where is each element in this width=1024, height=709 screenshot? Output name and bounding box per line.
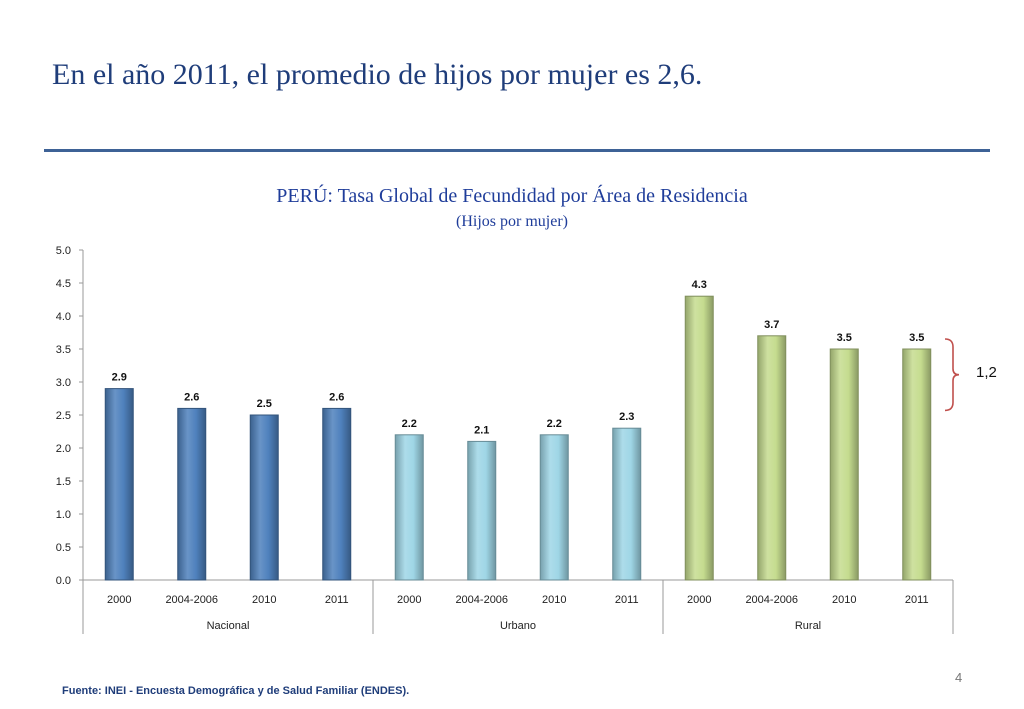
data-label: 2.3 [619,411,634,423]
group-label: Rural [795,620,821,632]
data-label: 3.5 [909,332,924,344]
data-label: 2.2 [402,418,417,430]
x-tick-label: 2000 [107,594,131,606]
x-tick-label: 2010 [832,594,856,606]
data-label: 2.2 [547,418,562,430]
x-tick-label: 2004-2006 [745,594,798,606]
y-tick-label: 3.5 [56,344,71,356]
bar [612,427,642,581]
x-tick-label: 2004-2006 [165,594,218,606]
bar [467,440,497,581]
x-tick-label: 2011 [905,594,929,606]
x-tick-label: 2004-2006 [455,594,508,606]
bar [539,434,569,581]
chart-title: PERÚ: Tasa Global de Fecundidad por Área… [276,185,748,207]
y-tick-label: 2.0 [56,443,71,455]
x-tick-label: 2000 [687,594,711,606]
y-tick-label: 2.5 [56,410,71,422]
chart-subtitle: (Hijos por mujer) [456,213,568,230]
source-note: Fuente: INEI - Encuesta Demográfica y de… [62,685,410,697]
y-tick-label: 1.5 [56,476,71,488]
slide-title: En el año 2011, el promedio de hijos por… [52,58,703,91]
bar [684,295,714,581]
bar [757,335,787,581]
data-label: 2.9 [112,372,127,384]
bar [104,388,134,581]
y-tick-label: 5.0 [56,245,71,257]
data-label: 2.6 [184,391,199,403]
y-tick-label: 4.5 [56,278,71,290]
y-tick-label: 1.0 [56,509,71,521]
x-tick-label: 2010 [542,594,566,606]
y-tick-label: 4.0 [56,311,71,323]
annotation-label: 1,2 [976,364,997,381]
data-label: 3.7 [764,319,779,331]
bar [249,414,279,581]
group-label: Nacional [207,620,250,632]
bracket-annotation [944,338,960,412]
y-tick-label: 0.0 [56,575,71,587]
bar [322,407,352,581]
bar [394,434,424,581]
data-label: 4.3 [692,279,707,291]
x-tick-label: 2011 [325,594,349,606]
data-label: 2.1 [474,424,489,436]
data-label: 2.6 [329,391,344,403]
bar [177,407,207,581]
bar [902,348,932,581]
title-divider [44,149,990,152]
x-tick-label: 2000 [397,594,421,606]
data-label: 2.5 [257,398,272,410]
page-number: 4 [955,670,963,685]
bar [829,348,859,581]
x-tick-label: 2011 [615,594,639,606]
data-label: 3.5 [837,332,852,344]
y-tick-label: 3.0 [56,377,71,389]
group-label: Urbano [500,620,536,632]
x-tick-label: 2010 [252,594,276,606]
y-tick-label: 0.5 [56,542,71,554]
